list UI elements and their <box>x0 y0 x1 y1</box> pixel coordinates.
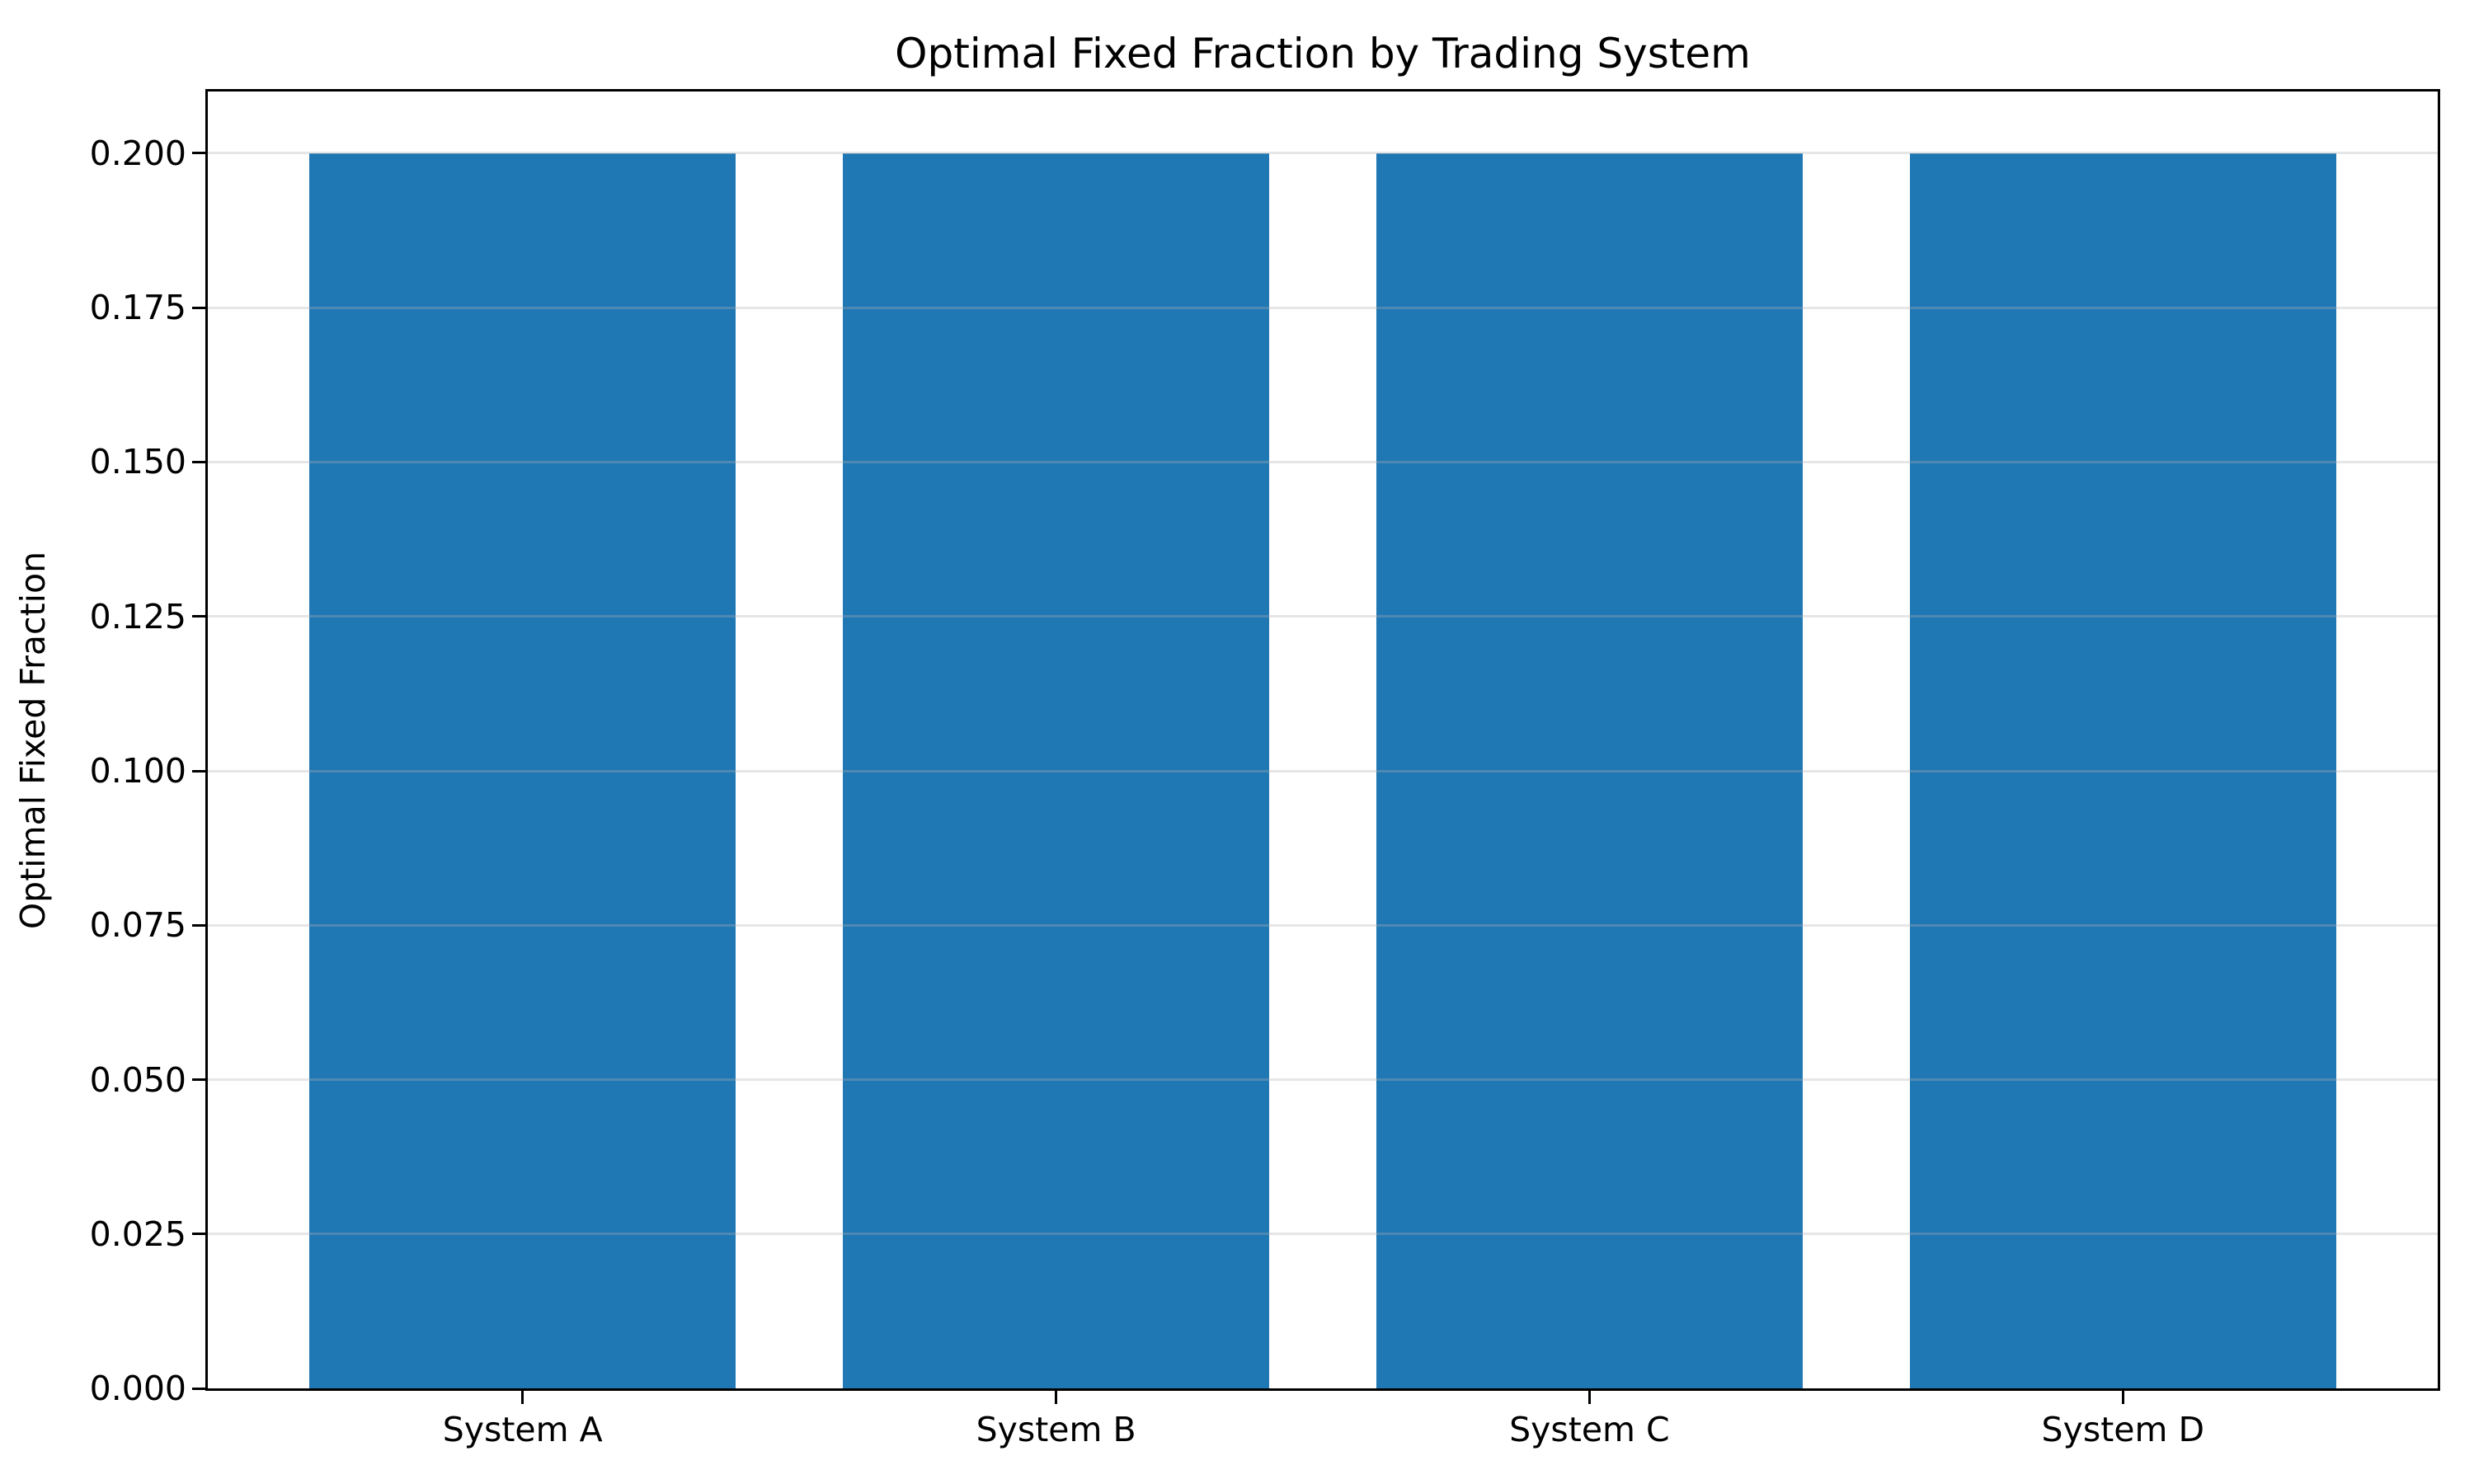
gridline-y-0.175 <box>208 306 2438 309</box>
y-tick-label: 0.050 <box>89 1059 186 1100</box>
gridline-y-0.05 <box>208 1078 2438 1081</box>
gridline-y-0.1 <box>208 769 2438 773</box>
y-tick-mark <box>192 923 205 927</box>
y-tick-mark <box>192 1233 205 1236</box>
y-tick-label: 0.175 <box>89 288 186 328</box>
y-tick-label: 0.075 <box>89 905 186 946</box>
x-tick-mark <box>2121 1391 2124 1404</box>
x-tick-label-system-d: System D <box>2041 1410 2205 1449</box>
y-tick-label: 0.025 <box>89 1214 186 1254</box>
y-tick-mark <box>192 306 205 309</box>
y-tick-label: 0.150 <box>89 442 186 482</box>
y-tick-label: 0.000 <box>89 1369 186 1408</box>
x-tick-mark <box>1587 1391 1591 1404</box>
x-tick-label-system-b: System B <box>976 1410 1136 1449</box>
y-tick-mark <box>192 1078 205 1081</box>
x-tick-label-system-a: System A <box>442 1410 603 1449</box>
plot-area <box>205 89 2440 1391</box>
x-tick-mark <box>521 1391 524 1404</box>
y-tick-mark <box>192 152 205 155</box>
gridline-y-0.075 <box>208 923 2438 927</box>
gridline-y-0.125 <box>208 615 2438 618</box>
y-tick-mark <box>192 615 205 618</box>
bar-system-d <box>1909 153 2337 1388</box>
x-tick-label-system-c: System C <box>1509 1410 1670 1449</box>
bar-system-c <box>1376 153 1804 1388</box>
y-tick-label: 0.200 <box>89 133 186 173</box>
gridline-y-0.025 <box>208 1233 2438 1236</box>
gridline-y-0.15 <box>208 460 2438 463</box>
chart-title: Optimal Fixed Fraction by Trading System <box>895 30 1751 77</box>
y-tick-mark <box>192 1387 205 1390</box>
bar-system-a <box>308 153 736 1388</box>
x-tick-mark <box>1055 1391 1058 1404</box>
gridline-y-0.2 <box>208 152 2438 155</box>
y-tick-label: 0.100 <box>89 751 186 791</box>
y-tick-mark <box>192 769 205 773</box>
y-tick-label: 0.125 <box>89 596 186 636</box>
bar-system-b <box>842 153 1270 1388</box>
y-tick-mark <box>192 460 205 463</box>
